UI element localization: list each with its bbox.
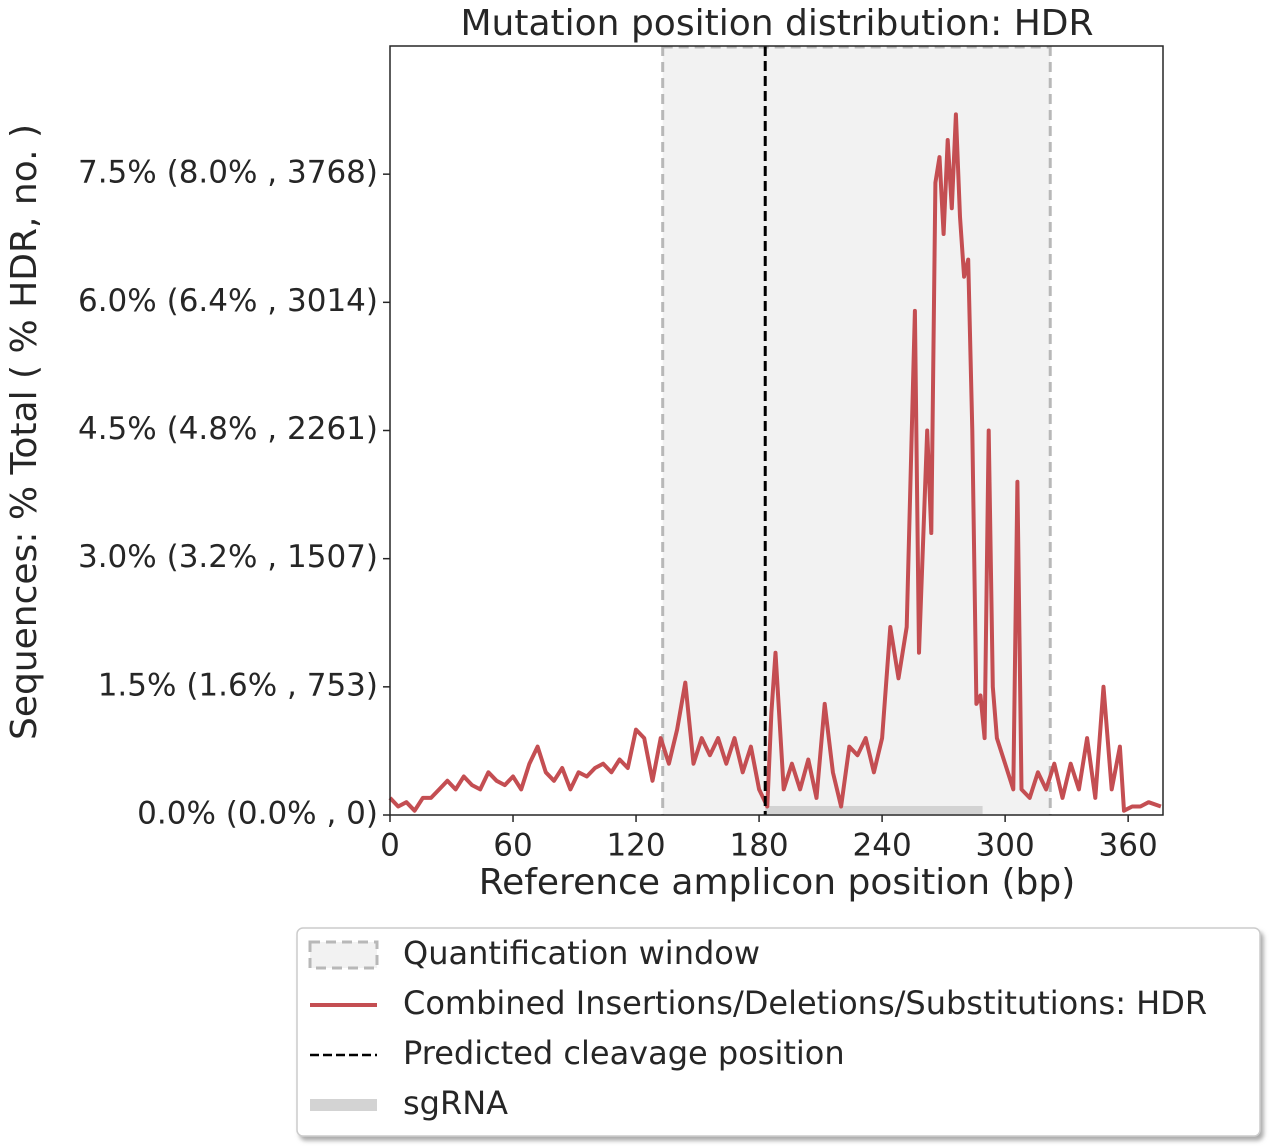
y-axis-label: Sequences: % Total ( % HDR, no. ) (4, 124, 45, 740)
legend: Quantification window Combined Insertions… (296, 927, 1261, 1137)
y-tick-label: 3.0% (3.2% , 1507) (78, 539, 378, 575)
x-tick-label: 0 (380, 828, 400, 864)
y-tick-label: 4.5% (4.8% , 2261) (78, 411, 378, 447)
legend-label: sgRNA (403, 1084, 508, 1122)
x-tick-label: 120 (606, 828, 665, 864)
data-line (388, 112, 1162, 813)
x-tick-label: 180 (729, 828, 788, 864)
legend-label: Predicted cleavage position (403, 1034, 845, 1072)
legend-label: Quantification window (403, 934, 760, 972)
y-tick-label: 1.5% (1.6% , 753) (98, 667, 378, 703)
x-axis-label: Reference amplicon position (bp) (479, 862, 1076, 903)
plot-area: 0.0% (0.0% , 0) 1.5% (1.6% , 753) 3.0% (3.… (78, 45, 1164, 864)
x-tick-label: 60 (493, 828, 532, 864)
legend-label: Combined Insertions/Deletions/Substituti… (403, 984, 1207, 1022)
chart-title: Mutation position distribution: HDR (460, 3, 1093, 44)
y-tick-label: 0.0% (0.0% , 0) (137, 796, 378, 832)
x-tick-label: 360 (1099, 828, 1158, 864)
legend-box (296, 927, 1261, 1137)
legend-window-swatch (308, 940, 379, 970)
y-tick-label: 6.0% (6.4% , 3014) (78, 283, 378, 319)
x-tick-label: 240 (853, 828, 912, 864)
y-tick-label: 7.5% (8.0% , 3768) (78, 155, 378, 191)
x-tick-label: 300 (976, 828, 1035, 864)
